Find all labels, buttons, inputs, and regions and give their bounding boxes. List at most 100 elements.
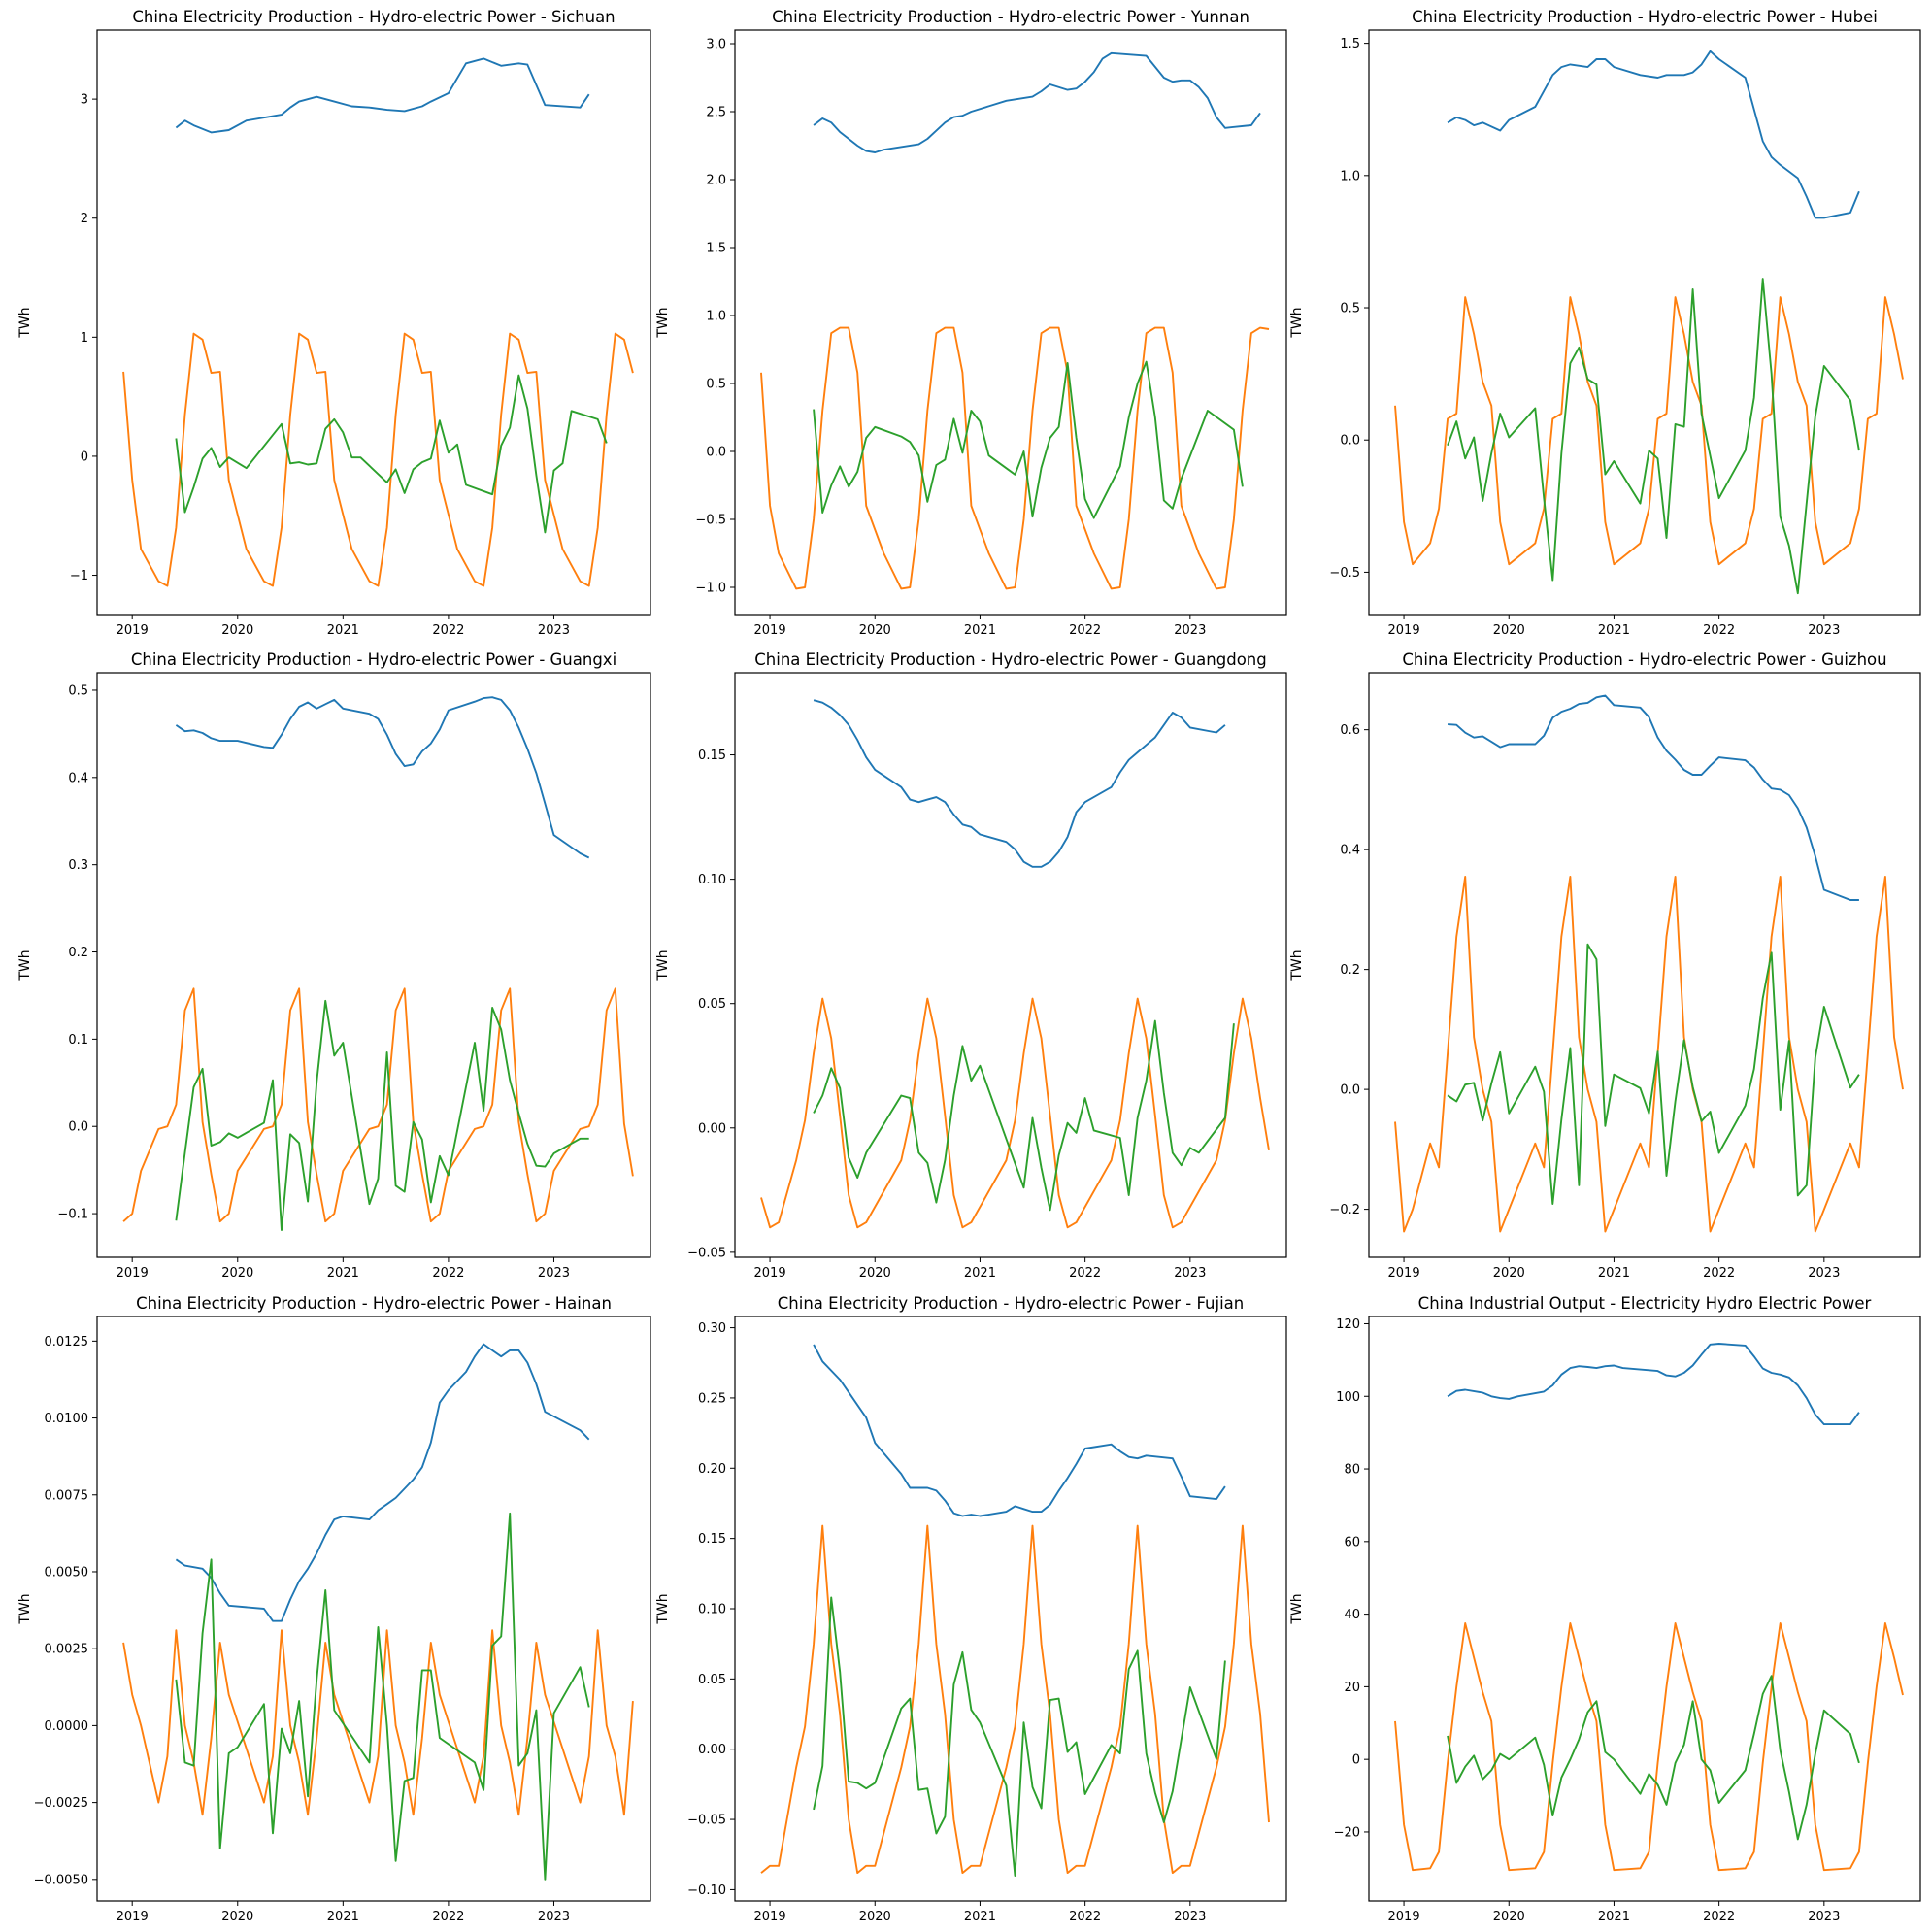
plot-frame: [1368, 672, 1921, 1258]
y-tick-label: 0.05: [698, 997, 726, 1012]
x-tick-label: 2019: [1388, 623, 1420, 638]
subplot: China Electricity Production - Hydro-ele…: [655, 650, 1287, 1281]
y-tick-label: 0.2: [68, 946, 88, 960]
trend-line: [813, 1344, 1226, 1517]
y-tick-label: −20: [1334, 1825, 1360, 1840]
plot-frame: [734, 29, 1287, 616]
x-tick-label: 2023: [538, 1910, 570, 1924]
plot-frame: [734, 1316, 1287, 1902]
y-axis-label: TWh: [655, 1593, 671, 1624]
subplot: China Electricity Production - Hydro-ele…: [17, 8, 651, 638]
subplot: China Electricity Production - Hydro-ele…: [17, 1294, 651, 1924]
subplot-title: China Electricity Production - Hydro-ele…: [754, 650, 1266, 669]
x-tick-label: 2019: [1388, 1910, 1420, 1924]
y-tick-label: 0.0: [68, 1120, 88, 1135]
plot-frame: [1368, 1316, 1921, 1902]
subplot-title: China Electricity Production - Hydro-ele…: [1412, 8, 1878, 26]
x-tick-label: 2021: [964, 1266, 996, 1281]
x-tick-label: 2021: [1598, 1910, 1630, 1924]
x-tick-label: 2022: [432, 1266, 464, 1281]
plot-frame: [96, 672, 651, 1258]
residual-line: [813, 360, 1244, 519]
y-tick-label: −1: [70, 569, 88, 583]
y-tick-label: 0.6: [1340, 723, 1360, 738]
residual-line: [1447, 1675, 1860, 1841]
y-axis-label: TWh: [17, 949, 33, 981]
y-tick-label: 0.3: [68, 858, 88, 873]
x-tick-label: 2019: [754, 1266, 786, 1281]
x-tick-label: 2021: [964, 1910, 996, 1924]
x-tick-label: 2023: [1808, 1910, 1840, 1924]
x-tick-label: 2021: [1598, 1266, 1630, 1281]
x-tick-label: 2019: [117, 623, 149, 638]
y-tick-label: 40: [1344, 1608, 1360, 1622]
trend-line: [1447, 50, 1860, 219]
y-tick-label: 0.5: [1340, 302, 1360, 316]
y-tick-label: 0.00: [698, 1121, 726, 1136]
seasonal-line: [122, 1629, 634, 1816]
x-tick-label: 2021: [327, 1266, 359, 1281]
subplot-title: China Industrial Output - Electricity Hy…: [1418, 1294, 1872, 1313]
y-tick-label: 0: [1352, 1753, 1360, 1768]
trend-line: [1448, 694, 1859, 901]
plot-frame: [734, 672, 1287, 1258]
y-tick-label: −0.1: [57, 1208, 88, 1222]
y-tick-label: 0.10: [698, 873, 726, 887]
x-tick-label: 2020: [221, 623, 253, 638]
x-tick-label: 2020: [221, 1910, 253, 1924]
y-tick-label: 0.5: [706, 378, 726, 392]
y-tick-label: 0.0125: [45, 1335, 89, 1349]
trend-line: [1447, 1343, 1860, 1426]
seasonal-line: [760, 1524, 1270, 1875]
x-tick-label: 2023: [538, 1266, 570, 1281]
x-tick-label: 2019: [754, 623, 786, 638]
plot-frame: [96, 29, 651, 616]
subplot: China Electricity Production - Hydro-ele…: [1289, 650, 1921, 1281]
trend-line: [175, 696, 590, 859]
x-tick-label: 2021: [327, 1910, 359, 1924]
y-tick-label: −0.05: [687, 1246, 726, 1260]
y-tick-label: 0.2: [1340, 963, 1360, 978]
subplot: China Electricity Production - Hydro-ele…: [655, 1294, 1287, 1924]
x-tick-label: 2023: [1808, 1266, 1840, 1281]
y-axis-label: TWh: [1289, 1593, 1305, 1624]
x-tick-label: 2020: [1493, 623, 1525, 638]
y-axis-label: TWh: [655, 949, 671, 981]
x-tick-label: 2020: [1493, 1266, 1525, 1281]
subplot-title: China Electricity Production - Hydro-ele…: [132, 8, 615, 26]
y-tick-label: 20: [1344, 1681, 1360, 1695]
x-tick-label: 2019: [754, 1910, 786, 1924]
x-tick-label: 2022: [1069, 1266, 1101, 1281]
subplot-title: China Electricity Production - Hydro-ele…: [136, 1294, 612, 1313]
y-axis-label: TWh: [1289, 307, 1305, 338]
x-tick-label: 2021: [327, 623, 359, 638]
x-tick-label: 2022: [1703, 1266, 1735, 1281]
y-tick-label: 0.5: [68, 683, 88, 698]
trend-line: [813, 51, 1261, 153]
seasonal-line: [1394, 1622, 1904, 1872]
y-tick-label: −0.10: [687, 1883, 726, 1898]
y-tick-label: 0.0: [706, 446, 726, 460]
y-tick-label: 0.20: [698, 1462, 726, 1477]
residual-line: [175, 999, 589, 1232]
y-tick-label: 0.0000: [45, 1719, 89, 1734]
x-tick-label: 2022: [432, 623, 464, 638]
residual-line: [175, 1512, 590, 1881]
subplot: China Industrial Output - Electricity Hy…: [1289, 1294, 1921, 1924]
y-axis-label: TWh: [1289, 949, 1305, 981]
subplot-title: China Electricity Production - Hydro-ele…: [1402, 650, 1886, 669]
y-tick-label: 0.0: [1340, 434, 1360, 449]
residual-line: [1447, 943, 1860, 1205]
x-tick-label: 2022: [1703, 623, 1735, 638]
x-tick-label: 2022: [1703, 1910, 1735, 1924]
y-tick-label: 0.15: [698, 749, 726, 763]
y-tick-label: 0.0050: [45, 1565, 89, 1580]
y-tick-label: 2: [81, 212, 88, 226]
x-tick-label: 2020: [221, 1266, 253, 1281]
x-tick-label: 2019: [1388, 1266, 1420, 1281]
y-tick-label: 2.0: [706, 174, 726, 188]
y-tick-label: 2.5: [706, 106, 726, 120]
y-tick-label: 80: [1344, 1463, 1360, 1478]
y-tick-label: 0.05: [698, 1673, 726, 1687]
